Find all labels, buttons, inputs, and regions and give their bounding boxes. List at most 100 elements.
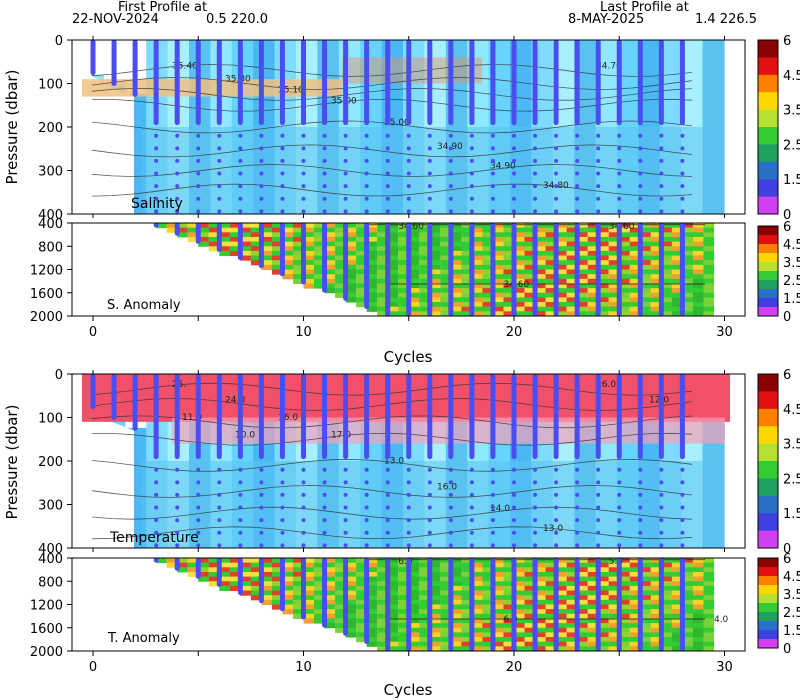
profile-point (427, 518, 432, 523)
anomaly-cell (671, 288, 683, 294)
anomaly-cell (692, 260, 704, 266)
profile-point (617, 530, 622, 535)
anomaly-cell (556, 278, 567, 284)
profile-point (533, 518, 538, 523)
anomaly-cell (461, 562, 472, 568)
anomaly-cell (545, 227, 557, 233)
anomaly-cell (598, 260, 609, 266)
anomaly-cell (661, 269, 672, 275)
colorbar-frame (757, 39, 779, 215)
anomaly-cell (703, 269, 715, 275)
anomaly-cell (429, 595, 441, 601)
profile-point (343, 158, 348, 163)
anomaly-cell (377, 223, 388, 229)
anomaly-cell (398, 306, 409, 312)
profile-point (385, 492, 390, 497)
anomaly-cell (366, 637, 378, 643)
colorbar-tick-label: 6 (783, 34, 791, 49)
anomaly-cell (671, 292, 683, 298)
anomaly-cell (629, 627, 641, 633)
profile-point (364, 209, 369, 214)
anomaly-cell (535, 567, 546, 573)
anomaly-cell (692, 274, 704, 280)
anomaly-cell (598, 283, 609, 289)
colorbar-tick-label: 0 (783, 642, 791, 657)
anomaly-cell (303, 618, 315, 624)
anomaly-cell (440, 567, 451, 573)
anomaly-cell (208, 227, 220, 233)
temperature-anomaly-panel-title: T. Anomaly (107, 631, 180, 646)
profile-point (427, 467, 432, 472)
profile-point (490, 505, 495, 510)
anomaly-cell (429, 599, 441, 605)
contour-line (91, 183, 693, 197)
anomaly-cell (292, 562, 304, 568)
anomaly-cell (482, 260, 494, 266)
profile-point (343, 133, 348, 138)
anomaly-cell (324, 283, 336, 289)
anomaly-cell (703, 278, 715, 284)
profile-point (175, 209, 180, 214)
colorbar-band (758, 280, 778, 290)
anomaly-cell (198, 558, 209, 564)
anomaly-cell (598, 250, 609, 257)
anomaly-cell (703, 585, 715, 592)
anomaly-cell (577, 232, 588, 238)
anomaly-cell (408, 227, 420, 233)
anomaly-cell (429, 283, 441, 289)
profile-point (427, 171, 432, 176)
anomaly-cell (661, 311, 672, 317)
anomaly-cell (450, 641, 462, 647)
anomaly-cell (692, 571, 704, 578)
anomaly-cell (608, 641, 620, 647)
anomaly-cell (482, 241, 494, 247)
anomaly-cell (661, 264, 672, 270)
profile-point (533, 467, 538, 472)
anomaly-cell (461, 227, 472, 233)
anomaly-cell (692, 641, 704, 647)
anomaly-cell (324, 264, 336, 270)
anomaly-cell (461, 302, 472, 308)
anomaly-cell (271, 260, 283, 266)
anomaly-cell (514, 227, 525, 233)
anomaly-cell (619, 618, 630, 624)
anomaly-cell (640, 641, 651, 647)
anomaly-cell (440, 646, 451, 652)
anomaly-cell (398, 269, 409, 275)
anomaly-cell (598, 236, 609, 243)
anomaly-cell (292, 581, 304, 587)
y-tick-label: 800 (38, 240, 63, 255)
anomaly-cell (366, 255, 378, 261)
anomaly-cell (387, 576, 399, 582)
colorbar-tick-label: 4.5 (783, 238, 800, 253)
anomaly-cell (377, 278, 388, 284)
anomaly-cell (703, 609, 715, 615)
profile-point (638, 543, 643, 548)
anomaly-cell (419, 646, 430, 652)
anomaly-cell (545, 562, 557, 568)
anomaly-cell (661, 232, 672, 238)
anomaly-cell (640, 646, 651, 652)
anomaly-cell (177, 232, 188, 238)
profile-point (596, 146, 601, 151)
anomaly-cell (219, 585, 230, 592)
anomaly-cell (535, 246, 546, 252)
anomaly-cell (387, 302, 399, 308)
anomaly-cell (419, 278, 430, 284)
anomaly-cell (387, 646, 399, 652)
anomaly-cell (335, 567, 346, 573)
anomaly-cell (335, 562, 346, 568)
anomaly-cell (482, 637, 494, 643)
anomaly-cell (535, 646, 546, 652)
anomaly-cell (187, 232, 199, 238)
anomaly-cell (387, 637, 399, 643)
anomaly-cell (419, 585, 430, 592)
anomaly-cell (366, 274, 378, 280)
colorbar-tick-label: 0 (783, 542, 791, 557)
y-tick-label: 2000 (30, 310, 63, 325)
anomaly-cell (324, 567, 336, 573)
profile-point (469, 543, 474, 548)
anomaly-cell (314, 246, 325, 252)
anomaly-cell (650, 297, 662, 303)
anomaly-cell (619, 278, 630, 284)
